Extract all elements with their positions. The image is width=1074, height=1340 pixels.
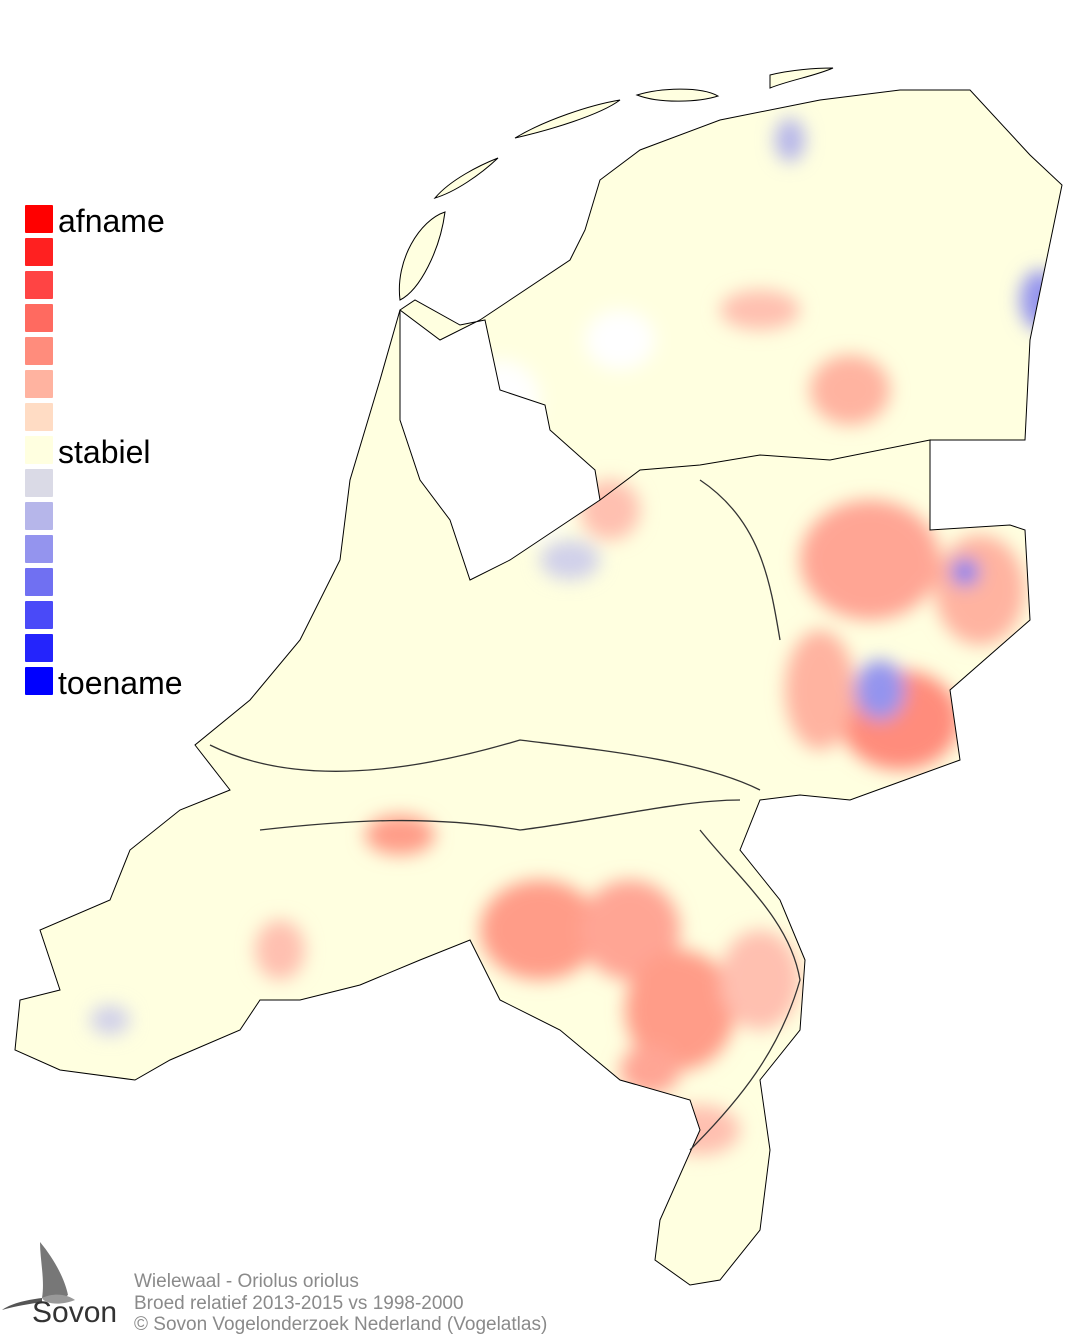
- legend-swatch: [25, 568, 53, 596]
- legend-swatch: [25, 601, 53, 629]
- sovon-swallow-logo-icon: [2, 1242, 75, 1310]
- copyright: © Sovon Vogelonderzoek Nederland (Vogela…: [134, 1314, 548, 1335]
- legend-swatch: [25, 304, 53, 332]
- map-caption: Wielewaal - Oriolus oriolus Broed relati…: [134, 1271, 547, 1336]
- legend-swatch: [25, 370, 53, 398]
- rivers: [209, 479, 801, 1151]
- legend-swatch: [25, 634, 53, 662]
- legend-swatch: [25, 205, 53, 233]
- legend-swatch: [25, 238, 53, 266]
- comparison-period: Broed relatief 2013-2015 vs 1998-2000: [134, 1292, 464, 1314]
- legend-swatch: [25, 667, 53, 695]
- legend-label-increase: toename: [58, 665, 183, 701]
- sovon-logo-text: Sovon: [32, 1296, 118, 1329]
- legend-swatch: [25, 535, 53, 563]
- legend-swatch: [25, 469, 53, 497]
- legend-label-stable: stabiel: [58, 434, 151, 470]
- species-title: Wielewaal - Oriolus oriolus: [134, 1271, 359, 1292]
- legend-label-decline: afname: [58, 203, 165, 239]
- legend-swatch: [25, 337, 53, 365]
- wadden-islands: [398, 67, 834, 301]
- legend-swatch: [25, 271, 53, 299]
- legend-swatch: [25, 502, 53, 530]
- legend-swatch: [25, 403, 53, 431]
- legend-swatch: [25, 436, 53, 464]
